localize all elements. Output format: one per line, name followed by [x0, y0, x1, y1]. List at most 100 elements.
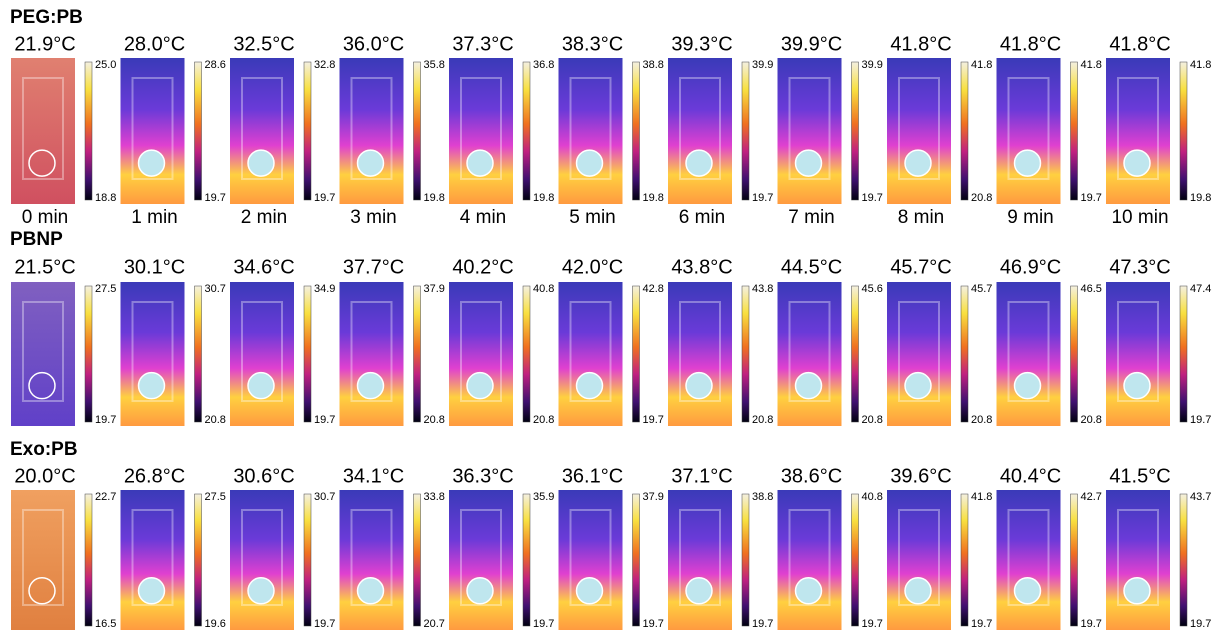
color-bar-max: 35.8 [424, 59, 445, 71]
target-circle [796, 578, 822, 604]
color-bar-min: 19.7 [314, 414, 335, 426]
time-label: 6 min [679, 207, 725, 228]
thermal-image [887, 282, 951, 426]
thermal-image [449, 282, 513, 426]
thermal-image [559, 282, 623, 426]
target-circle [467, 373, 493, 399]
temperature-label: 36.1°C [562, 465, 623, 487]
time-label: 2 min [241, 207, 287, 228]
color-bar-min: 19.7 [1081, 618, 1102, 630]
color-bar-max: 46.5 [1081, 283, 1102, 295]
temperature-label: 39.6°C [890, 465, 951, 487]
color-bar-max: 34.9 [314, 283, 335, 295]
color-bar-max: 45.6 [862, 283, 883, 295]
color-bar-min: 16.5 [95, 618, 116, 630]
temperature-label: 47.3°C [1109, 256, 1170, 278]
target-circle [1124, 578, 1150, 604]
color-bar [961, 494, 968, 626]
color-bar [195, 286, 202, 422]
color-bar-min: 19.7 [1081, 192, 1102, 204]
color-bar-max: 28.6 [205, 59, 226, 71]
color-bar-min: 20.8 [205, 414, 226, 426]
color-bar [85, 494, 92, 626]
color-bar-max: 42.8 [643, 283, 664, 295]
color-bar-max: 41.8 [1081, 59, 1102, 71]
color-bar-max: 42.7 [1081, 491, 1102, 503]
target-circle [577, 373, 603, 399]
color-bar-max: 37.9 [424, 283, 445, 295]
color-bar-max: 43.8 [752, 283, 773, 295]
color-bar-max: 33.8 [424, 491, 445, 503]
color-bar [1180, 62, 1187, 200]
temperature-label: 38.6°C [781, 465, 842, 487]
thermal-image [668, 282, 732, 426]
thermal-image [778, 58, 842, 204]
color-bar-min: 19.7 [862, 192, 883, 204]
color-bar [85, 62, 92, 200]
color-bar-min: 19.7 [643, 414, 664, 426]
color-bar [852, 286, 859, 422]
color-bar-max: 35.9 [533, 491, 554, 503]
color-bar-min: 19.8 [424, 192, 445, 204]
thermal-image [449, 58, 513, 204]
target-circle [1015, 150, 1041, 176]
temperature-label: 34.6°C [233, 256, 294, 278]
color-bar [85, 286, 92, 422]
temperature-label: 39.3°C [671, 33, 732, 55]
color-bar-min: 19.7 [643, 618, 664, 630]
color-bar-max: 38.8 [643, 59, 664, 71]
temperature-label: 40.4°C [1000, 465, 1061, 487]
temperature-label: 21.9°C [14, 33, 75, 55]
thermal-image [997, 58, 1061, 204]
thermal-image [340, 282, 404, 426]
color-bar-max: 22.7 [95, 491, 116, 503]
color-bar [742, 494, 749, 626]
target-circle [905, 373, 931, 399]
color-bar [961, 286, 968, 422]
color-bar-min: 19.7 [1190, 414, 1211, 426]
color-bar-min: 20.8 [752, 414, 773, 426]
color-bar [1071, 62, 1078, 200]
color-bar-min: 19.7 [205, 192, 226, 204]
thermal-image [121, 282, 185, 426]
temperature-label: 37.7°C [343, 256, 404, 278]
color-bar-min: 20.7 [424, 618, 445, 630]
color-bar [1071, 494, 1078, 626]
color-bar-max: 36.8 [533, 59, 554, 71]
temperature-label: 37.1°C [671, 465, 732, 487]
temperature-label: 38.3°C [562, 33, 623, 55]
color-bar-min: 19.7 [752, 192, 773, 204]
color-bar [523, 494, 530, 626]
time-label: 7 min [788, 207, 834, 228]
row-title: PBNP [10, 229, 63, 250]
time-label: 1 min [131, 207, 177, 228]
color-bar-min: 19.7 [314, 192, 335, 204]
target-circle [686, 578, 712, 604]
temperature-label: 34.1°C [343, 465, 404, 487]
target-circle [796, 373, 822, 399]
color-bar-max: 38.8 [752, 491, 773, 503]
target-circle [577, 578, 603, 604]
color-bar [633, 286, 640, 422]
temperature-label: 41.8°C [1000, 33, 1061, 55]
color-bar-min: 19.8 [533, 192, 554, 204]
thermal-image [230, 58, 294, 204]
time-label: 4 min [460, 207, 506, 228]
color-bar [1180, 494, 1187, 626]
temperature-label: 36.0°C [343, 33, 404, 55]
temperature-label: 40.2°C [452, 256, 513, 278]
color-bar-min: 19.7 [862, 618, 883, 630]
color-bar [742, 286, 749, 422]
thermal-image [11, 282, 75, 426]
time-label: 5 min [569, 207, 615, 228]
target-circle [905, 150, 931, 176]
thermal-image [121, 58, 185, 204]
color-bar [1071, 286, 1078, 422]
thermal-image [997, 282, 1061, 426]
time-label: 0 min [22, 207, 68, 228]
color-bar-min: 18.8 [95, 192, 116, 204]
color-bar [304, 494, 311, 626]
target-circle [796, 150, 822, 176]
row-title: Exo:PB [10, 439, 78, 460]
color-bar-min: 20.8 [533, 414, 554, 426]
